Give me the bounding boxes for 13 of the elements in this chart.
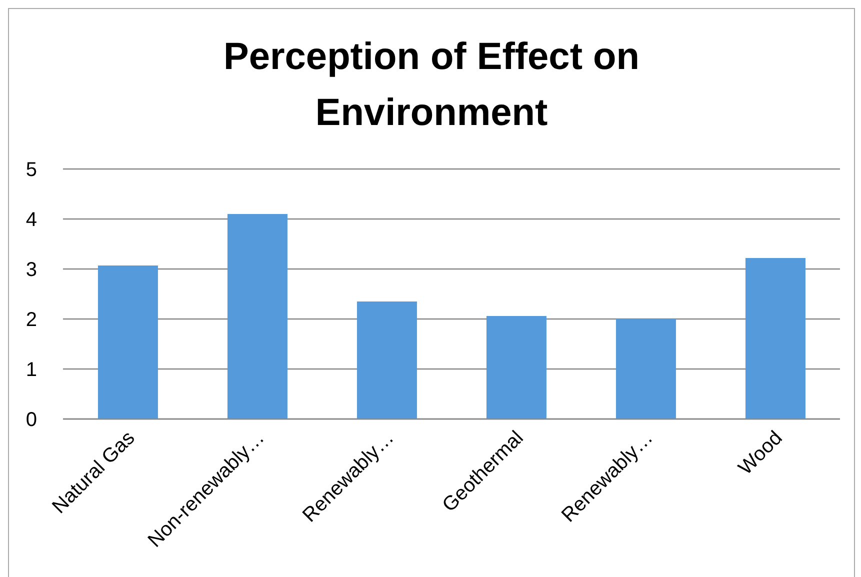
bar [98,266,158,419]
y-tick-label: 0 [26,409,37,432]
bar [745,258,806,419]
bar [486,316,546,419]
y-tick-label: 4 [26,209,37,232]
chart-title: Perception of Effect on Environment [222,35,640,136]
bar [227,214,288,419]
y-tick-label: 1 [26,359,37,382]
y-tick-label: 3 [26,259,37,282]
y-tick-label: 5 [26,159,37,182]
y-tick-label: 2 [26,309,37,332]
bar [616,319,676,419]
bar [356,302,417,419]
